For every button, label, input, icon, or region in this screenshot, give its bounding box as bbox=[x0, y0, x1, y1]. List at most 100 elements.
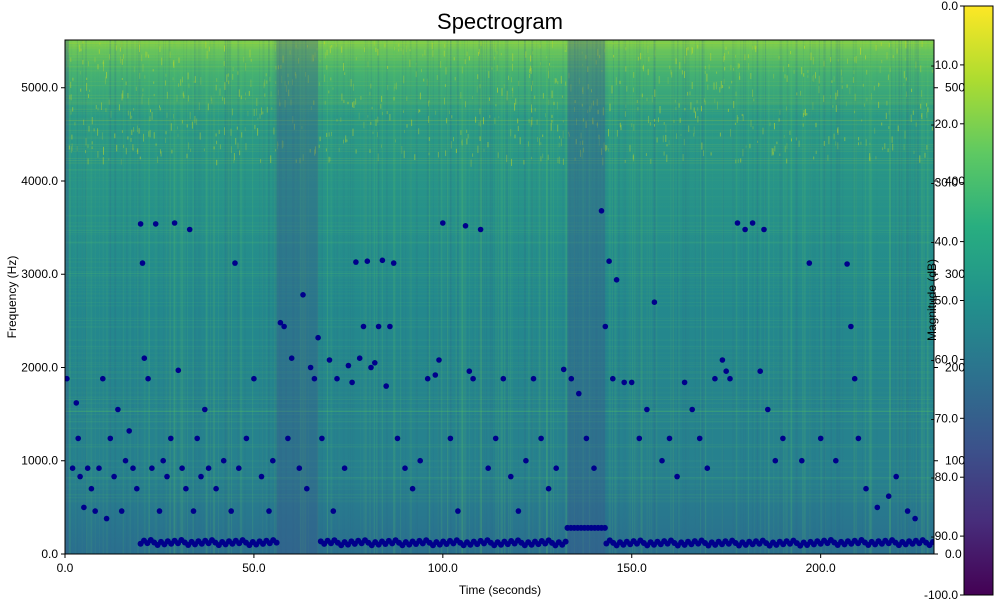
texture-speck bbox=[810, 52, 812, 61]
texture-stripe bbox=[478, 40, 480, 554]
texture-speck bbox=[343, 63, 344, 71]
texture-stripe bbox=[213, 40, 216, 554]
texture-speck bbox=[213, 146, 215, 150]
texture-speck bbox=[525, 51, 527, 58]
texture-speck bbox=[926, 103, 928, 107]
texture-speck bbox=[684, 107, 686, 111]
peak-point bbox=[360, 323, 367, 330]
texture-speck bbox=[564, 50, 566, 53]
texture-speck bbox=[719, 87, 721, 93]
texture-speck bbox=[601, 70, 603, 73]
texture-speck bbox=[249, 49, 251, 58]
texture-speck bbox=[87, 61, 89, 67]
texture-stripe bbox=[824, 40, 827, 554]
colorbar-tick-label: -50.0 bbox=[931, 294, 959, 308]
texture-speck bbox=[558, 156, 560, 164]
texture-band bbox=[65, 284, 934, 286]
texture-speck bbox=[497, 152, 499, 158]
texture-stripe bbox=[582, 40, 585, 554]
texture-stripe bbox=[262, 40, 264, 554]
texture-speck bbox=[511, 158, 512, 166]
texture-speck bbox=[865, 139, 867, 146]
texture-speck bbox=[849, 87, 851, 95]
texture-speck bbox=[254, 125, 256, 130]
texture-stripe bbox=[480, 40, 483, 554]
texture-speck bbox=[823, 140, 825, 146]
texture-stripe bbox=[447, 40, 449, 554]
texture-speck bbox=[547, 67, 549, 72]
texture-speck bbox=[650, 158, 652, 164]
texture-speck bbox=[160, 151, 162, 157]
texture-speck bbox=[171, 149, 173, 154]
texture-speck bbox=[72, 77, 74, 81]
texture-speck bbox=[784, 145, 786, 153]
texture-speck bbox=[103, 146, 104, 155]
texture-stripe bbox=[870, 40, 872, 554]
texture-speck bbox=[194, 115, 196, 124]
texture-band bbox=[65, 326, 934, 328]
texture-speck bbox=[678, 103, 680, 108]
texture-speck bbox=[578, 77, 580, 85]
texture-speck bbox=[605, 145, 607, 152]
texture-speck bbox=[313, 100, 315, 105]
texture-speck bbox=[314, 146, 316, 154]
texture-speck bbox=[386, 110, 388, 115]
texture-stripe bbox=[745, 40, 747, 554]
texture-speck bbox=[837, 128, 839, 133]
texture-speck bbox=[332, 87, 334, 90]
texture-band bbox=[65, 411, 934, 412]
texture-stripe bbox=[293, 40, 296, 554]
peak-point bbox=[523, 457, 529, 464]
texture-band bbox=[65, 260, 934, 262]
texture-stripe bbox=[463, 40, 465, 554]
texture-speck bbox=[277, 89, 279, 96]
texture-speck bbox=[228, 80, 230, 85]
texture-stripe bbox=[179, 40, 181, 554]
texture-speck bbox=[811, 75, 813, 81]
peak-point bbox=[610, 375, 616, 382]
texture-speck bbox=[905, 40, 907, 49]
texture-speck bbox=[85, 138, 87, 146]
texture-stripe bbox=[463, 40, 466, 554]
texture-speck bbox=[82, 41, 84, 44]
texture-speck bbox=[166, 91, 168, 99]
texture-speck bbox=[887, 148, 889, 153]
texture-speck bbox=[869, 153, 871, 161]
texture-speck bbox=[461, 66, 463, 74]
texture-stripe bbox=[500, 40, 503, 554]
texture-speck bbox=[835, 105, 837, 113]
texture-stripe bbox=[429, 40, 432, 554]
texture-band bbox=[65, 85, 934, 86]
texture-speck bbox=[146, 52, 148, 57]
texture-stripe bbox=[635, 40, 637, 554]
texture-speck bbox=[150, 109, 151, 113]
texture-stripe bbox=[895, 40, 897, 554]
peak-point bbox=[742, 226, 748, 233]
texture-band bbox=[65, 411, 934, 412]
texture-speck bbox=[602, 157, 604, 166]
texture-speck bbox=[752, 126, 754, 130]
texture-speck bbox=[206, 50, 208, 59]
texture-speck bbox=[183, 94, 185, 99]
texture-speck bbox=[431, 42, 433, 50]
texture-stripe bbox=[213, 40, 216, 554]
texture-speck bbox=[460, 91, 462, 99]
texture-speck bbox=[512, 53, 514, 62]
texture-stripe bbox=[226, 40, 228, 554]
texture-speck bbox=[776, 141, 778, 145]
texture-speck bbox=[426, 78, 428, 86]
texture-speck bbox=[888, 73, 890, 77]
texture-speck bbox=[166, 112, 168, 118]
texture-stripe bbox=[114, 40, 116, 554]
texture-speck bbox=[517, 125, 519, 132]
texture-band bbox=[65, 42, 934, 44]
texture-stripe bbox=[259, 40, 261, 554]
texture-stripe bbox=[480, 40, 482, 554]
texture-speck bbox=[542, 153, 544, 159]
texture-speck bbox=[250, 79, 252, 87]
peak-point bbox=[387, 323, 393, 330]
peak-point bbox=[319, 435, 325, 442]
texture-speck bbox=[779, 110, 781, 115]
texture-speck bbox=[539, 138, 540, 146]
texture-speck bbox=[723, 56, 725, 62]
